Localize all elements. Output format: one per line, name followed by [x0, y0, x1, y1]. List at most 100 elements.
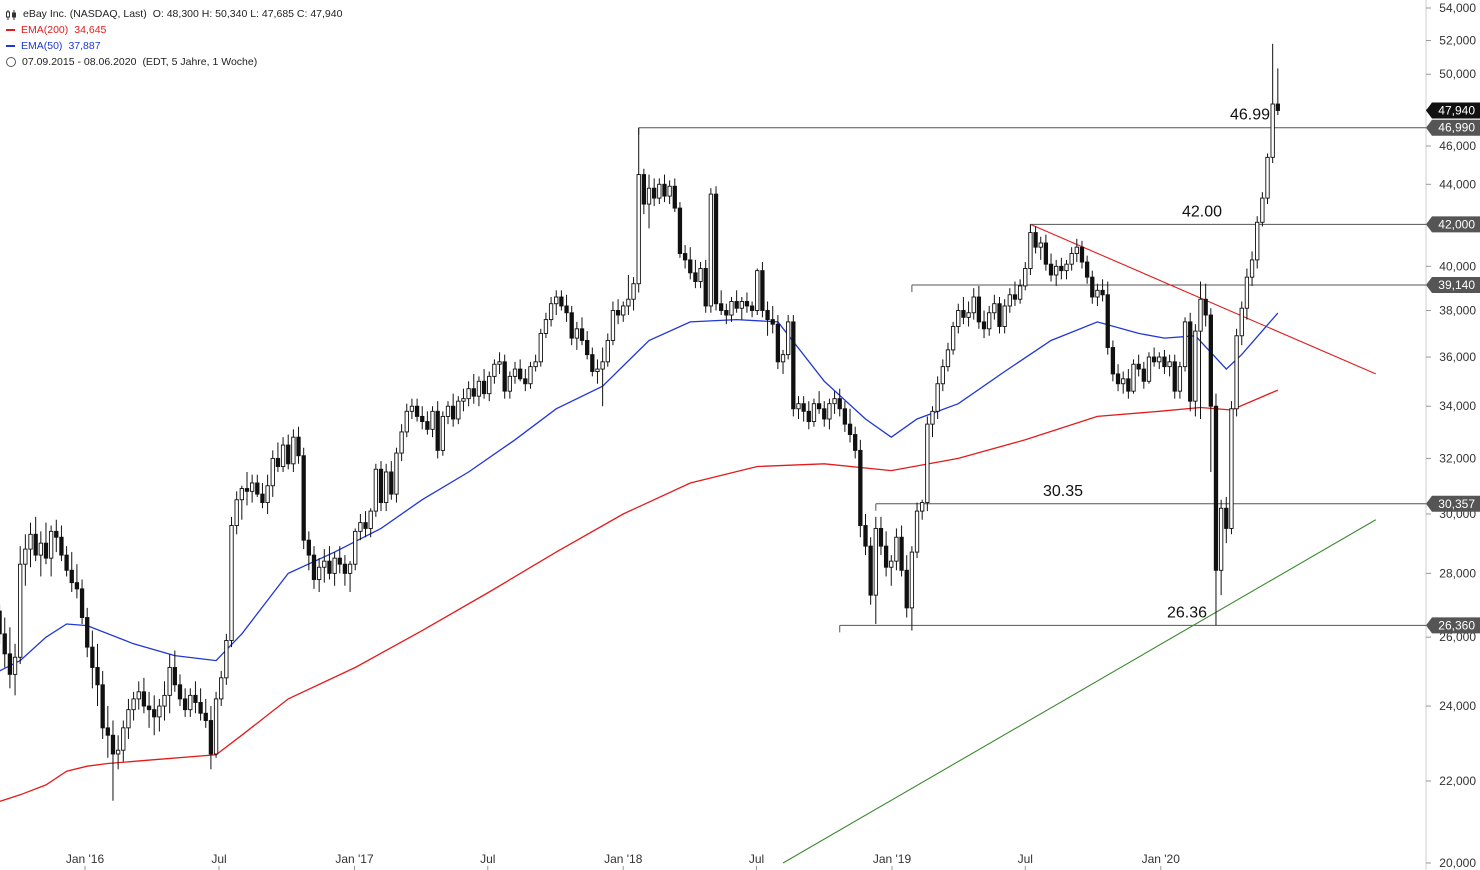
- candle-body: [121, 727, 126, 751]
- candle-body: [940, 366, 945, 385]
- candle-body: [249, 482, 255, 492]
- candle-down: [275, 442, 281, 472]
- candle-body: [600, 361, 605, 370]
- candle-up: [347, 561, 353, 593]
- candle-body: [966, 312, 971, 318]
- legend-ema50-row: EMA(50) 37,887: [6, 38, 348, 54]
- trendlines: [782, 223, 1377, 864]
- candle-down: [770, 305, 775, 334]
- candle-body: [920, 502, 925, 512]
- candle-body: [322, 560, 327, 568]
- y-tick-label: 24,000: [1439, 699, 1476, 713]
- candle-body: [1110, 347, 1116, 375]
- price-tag-box: [1426, 216, 1480, 233]
- axis-price-labels: 47,940 46,990 42,000 39,140 30,357 26,360: [1426, 102, 1480, 634]
- candle-down: [997, 297, 1002, 334]
- candle-body: [662, 183, 667, 197]
- candle-up: [157, 698, 162, 732]
- candle-body: [579, 328, 585, 341]
- candle-down: [899, 525, 904, 577]
- candle-body: [157, 705, 162, 718]
- candle-down: [1090, 270, 1095, 304]
- candle-down: [744, 292, 750, 313]
- y-tick-label: 36,000: [1439, 350, 1476, 364]
- candle-body: [739, 301, 744, 309]
- y-tick-label: 50,000: [1439, 67, 1476, 81]
- candle-down: [569, 305, 574, 346]
- candle-body: [136, 691, 141, 700]
- candle-body: [219, 677, 224, 700]
- candle-body: [672, 185, 677, 209]
- candle-down: [182, 688, 188, 717]
- candle-body: [724, 310, 729, 316]
- y-tick-label: 32,000: [1439, 451, 1476, 465]
- candle-up: [1270, 43, 1275, 164]
- candle-down: [1188, 312, 1193, 412]
- candle-up: [909, 546, 915, 631]
- y-tick-label: 28,000: [1439, 566, 1476, 580]
- candle-body: [1213, 405, 1219, 571]
- candle-up: [1064, 259, 1069, 280]
- candle-body: [100, 684, 105, 729]
- candle-down: [260, 482, 265, 509]
- price-tag-box: [1426, 102, 1480, 119]
- candle-down: [2, 617, 7, 668]
- candle-up: [1146, 352, 1152, 384]
- candle-body: [1157, 356, 1162, 363]
- candle-down: [255, 474, 260, 497]
- candle-down: [95, 643, 100, 707]
- candle-down: [1126, 369, 1131, 399]
- candle-body: [85, 617, 90, 648]
- candle-body: [440, 415, 445, 451]
- candlesticks: [0, 43, 1280, 801]
- candle-down: [816, 391, 822, 414]
- candle-down: [1115, 364, 1121, 392]
- candle-body: [543, 319, 549, 334]
- candle-body: [1115, 373, 1121, 385]
- candle-body: [182, 698, 188, 711]
- legend-ema200-label: EMA(200): [21, 24, 69, 36]
- candle-body: [693, 272, 698, 282]
- candle-body: [682, 253, 688, 261]
- price-tag-label: 26,360: [1438, 618, 1475, 632]
- candle-body: [497, 361, 502, 365]
- candle-body: [914, 510, 920, 553]
- candle-body: [1074, 246, 1079, 254]
- candle-body: [518, 368, 523, 380]
- candle-body: [1249, 259, 1255, 278]
- candle-up: [1069, 247, 1074, 271]
- x-tick-label: Jan '16: [66, 852, 105, 866]
- candle-body: [1043, 242, 1049, 265]
- candle-body: [234, 499, 239, 526]
- candle-down: [883, 531, 889, 577]
- price-tag-label: 30,357: [1438, 497, 1475, 511]
- candle-down: [585, 331, 590, 360]
- candle-body: [311, 554, 317, 580]
- candle-down: [863, 513, 868, 556]
- candle-body: [976, 296, 982, 323]
- candle-body: [1038, 242, 1043, 248]
- candle-body: [708, 193, 714, 307]
- candle-body: [842, 408, 848, 425]
- trendline-resistance: [1030, 223, 1376, 375]
- candle-body: [1136, 363, 1141, 370]
- candle-down: [85, 607, 90, 658]
- candle-up: [739, 297, 744, 320]
- candle-body: [358, 522, 363, 532]
- candle-down: [868, 537, 873, 605]
- candle-body: [224, 640, 229, 679]
- candle-body: [1079, 246, 1085, 263]
- candle-up: [708, 188, 714, 313]
- candle-down: [1079, 240, 1085, 269]
- candle-body: [538, 332, 543, 363]
- candle-up: [636, 127, 641, 293]
- candle-body: [987, 312, 992, 330]
- candle-body: [816, 403, 822, 410]
- candle-down: [105, 706, 110, 758]
- candle-body: [162, 694, 167, 707]
- candle-body: [554, 296, 559, 305]
- candle-down: [141, 677, 147, 714]
- candle-down: [518, 359, 523, 382]
- candle-up: [631, 277, 636, 311]
